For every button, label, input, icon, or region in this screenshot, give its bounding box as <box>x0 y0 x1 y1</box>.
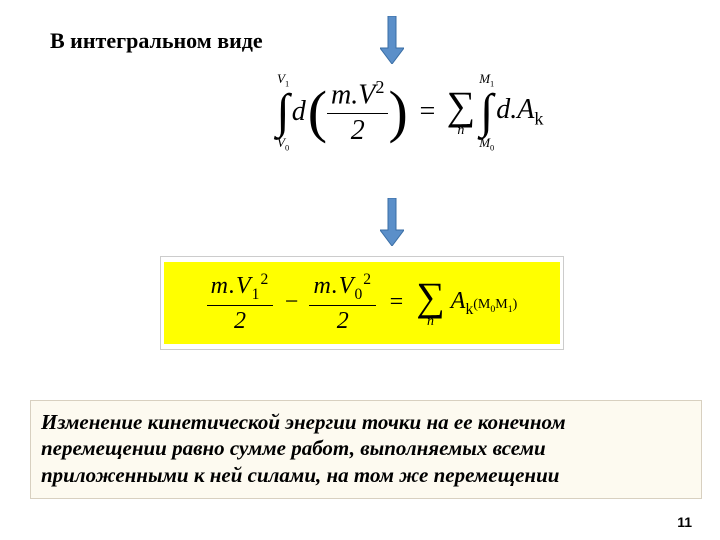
integral-formula: V1 ∫ V0 d ( m.V2 2 ) = ∑ n M1 ∫ M0 d.Ak <box>230 72 590 152</box>
page-number: 11 <box>677 514 692 530</box>
integral-right: M1 ∫ M0 <box>479 72 494 152</box>
paren-right: ) <box>388 86 407 138</box>
integral-left: V1 ∫ V0 <box>277 72 290 152</box>
paren-left: ( <box>308 86 327 138</box>
minus: − <box>283 289 299 316</box>
differential-d: d <box>292 96 306 128</box>
equals: = <box>418 96 437 128</box>
work-differential: d.Ak <box>496 94 543 130</box>
work-term: Ak(M0M1) <box>451 288 518 319</box>
arrow-down-1 <box>380 16 404 64</box>
kinetic-energy-fraction: m.V2 2 <box>327 77 388 147</box>
ke-term-1: m.V12 2 <box>207 271 274 334</box>
section-heading: В интегральном виде <box>50 28 263 54</box>
result-formula-box: m.V12 2 − m.V02 2 = ∑ n Ak(M0M1) <box>160 256 564 350</box>
equals: = <box>388 289 404 316</box>
summation: ∑ n <box>447 86 476 138</box>
theorem-statement: Изменение кинетической энергии точки на … <box>30 400 702 499</box>
arrow-down-2 <box>380 198 404 246</box>
summation: ∑ n <box>416 277 445 329</box>
ke-term-0: m.V02 2 <box>309 271 376 334</box>
result-formula: m.V12 2 − m.V02 2 = ∑ n Ak(M0M1) <box>164 262 560 344</box>
